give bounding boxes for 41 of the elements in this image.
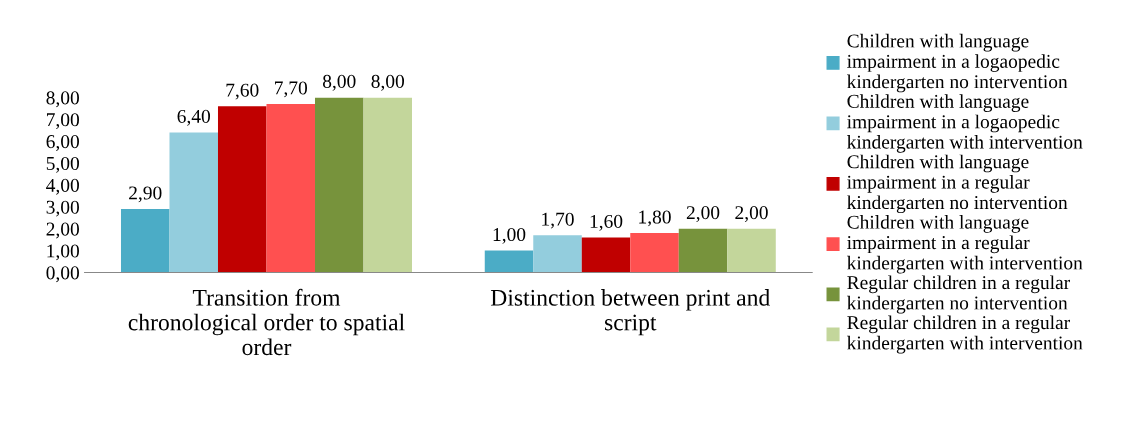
- data-label: 2,00: [686, 206, 720, 222]
- data-label: 2,90: [129, 186, 162, 203]
- legend-label: Regular children in a regular kindergarten no intervention: [847, 275, 1070, 314]
- data-label: 6,40: [177, 109, 211, 126]
- data-label: 1,80: [639, 210, 671, 227]
- bar: [217, 106, 267, 273]
- x-tick-label: Distinction between print and script: [490, 289, 770, 336]
- data-label: 1,70: [542, 212, 574, 229]
- data-label: 1,60: [590, 214, 623, 231]
- bar: [314, 97, 364, 273]
- legend-label: Regular children in a regular kindergarten with intervention: [847, 315, 1083, 354]
- data-label: 7,60: [226, 83, 259, 100]
- y-tick-label: 5,00: [46, 156, 79, 173]
- x-tick-label: Transition from chronological order to spatial order: [128, 288, 405, 356]
- data-label: 1,00: [493, 227, 526, 244]
- bar: [120, 209, 170, 273]
- y-tick-label: 2,00: [46, 222, 79, 239]
- data-label: 8,00: [322, 74, 356, 91]
- y-tick-label: 3,00: [46, 200, 79, 217]
- legend-label: Children with language impairment in a logaopedic kindergarten no intervention: [847, 33, 1068, 93]
- bar: [581, 237, 631, 273]
- legend-label: Children with language impairment in a regular kindergarten with intervention: [847, 215, 1083, 274]
- y-tick-label: 4,00: [46, 178, 79, 195]
- y-tick-label: 8,00: [46, 91, 79, 108]
- bar: [678, 228, 728, 273]
- bar: [630, 233, 679, 273]
- bar: [533, 235, 582, 273]
- data-label: 8,00: [371, 74, 405, 91]
- y-tick-label: 6,00: [46, 135, 79, 151]
- bar: [727, 228, 776, 273]
- bar: [169, 132, 218, 273]
- data-label: 2,00: [735, 206, 768, 222]
- bar: [266, 104, 315, 273]
- legend-label: Children with language impairment in a regular kindergarten no intervention: [847, 154, 1068, 214]
- bar: [484, 250, 534, 273]
- y-tick-label: 0,00: [46, 266, 79, 283]
- data-label: 7,70: [275, 81, 308, 98]
- legend-label: Children with language impairment in a logaopedic kindergarten with intervention: [847, 94, 1083, 153]
- bar: [363, 97, 412, 273]
- y-tick-label: 7,00: [46, 113, 79, 130]
- y-tick-label: 1,00: [47, 244, 79, 261]
